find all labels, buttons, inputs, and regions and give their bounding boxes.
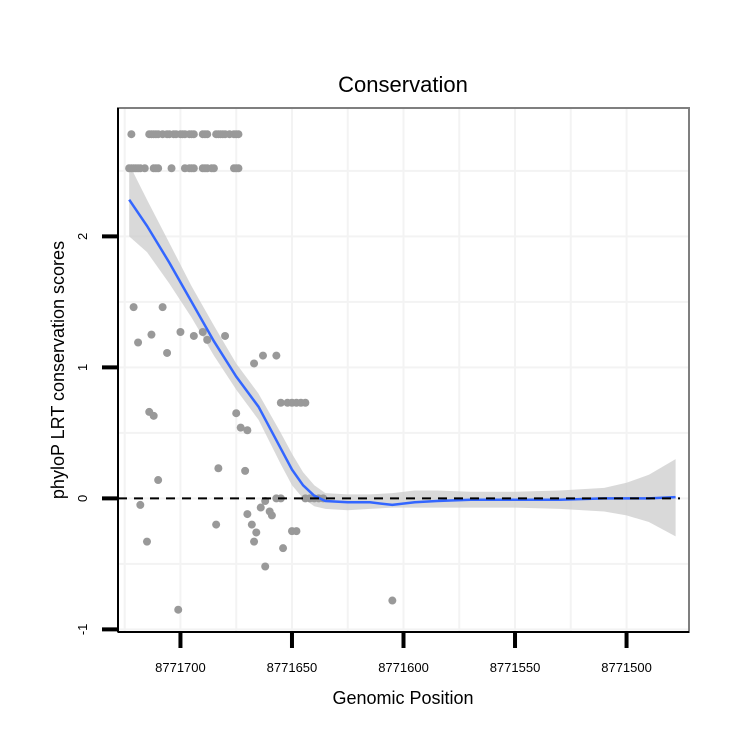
- data-point: [154, 164, 163, 173]
- x-tick-label: 8771500: [601, 660, 652, 675]
- data-point: [189, 164, 198, 173]
- data-point: [256, 503, 265, 512]
- data-point: [147, 330, 156, 339]
- data-point: [252, 528, 261, 537]
- data-point: [174, 605, 183, 614]
- data-point: [243, 510, 252, 519]
- data-points-layer: [125, 130, 397, 614]
- data-point: [279, 544, 288, 553]
- smooth-trend-line: [128, 198, 676, 507]
- y-tick-label: 0: [75, 495, 90, 502]
- x-tick-label: 8771550: [490, 660, 541, 675]
- data-point: [176, 328, 185, 337]
- data-point: [198, 328, 207, 337]
- x-axis-title: Genomic Position: [332, 688, 473, 708]
- data-point: [250, 359, 259, 368]
- data-point: [388, 596, 397, 605]
- data-point: [189, 130, 198, 139]
- data-point: [241, 466, 250, 475]
- data-point: [209, 164, 218, 173]
- data-point: [167, 164, 176, 173]
- data-point: [243, 426, 252, 435]
- data-point: [149, 411, 158, 420]
- data-point: [203, 335, 212, 344]
- data-point: [232, 409, 241, 418]
- data-point: [129, 303, 138, 312]
- x-tick-label: 8771600: [378, 660, 429, 675]
- data-point: [267, 511, 276, 520]
- x-axis: 8771700 8771650 8771600 8771550 8771500: [118, 631, 689, 675]
- data-point: [163, 348, 172, 357]
- data-point: [142, 537, 151, 546]
- x-tick-label: 8771650: [267, 660, 318, 675]
- data-point: [127, 130, 136, 139]
- data-point: [272, 351, 281, 360]
- data-point: [261, 562, 270, 571]
- chart-title: Conservation: [338, 72, 468, 97]
- smooth-line-layer: [128, 198, 676, 507]
- data-point: [221, 331, 230, 340]
- data-point: [234, 130, 243, 139]
- data-point: [214, 464, 223, 473]
- data-point: [154, 476, 163, 485]
- data-point: [247, 520, 256, 529]
- data-point: [234, 164, 243, 173]
- data-point: [140, 164, 149, 173]
- data-point: [134, 338, 143, 347]
- data-point: [236, 423, 245, 432]
- data-point: [301, 398, 310, 407]
- y-tick-label: -1: [75, 624, 90, 636]
- x-tick-label: 8771700: [155, 660, 206, 675]
- y-axis-title: phyloP LRT conservation scores: [48, 241, 68, 499]
- data-point: [292, 527, 301, 536]
- data-point: [203, 130, 212, 139]
- data-point: [189, 331, 198, 340]
- data-point: [276, 398, 285, 407]
- data-point: [258, 351, 267, 360]
- y-tick-label: 1: [75, 364, 90, 371]
- y-tick-label: 2: [75, 233, 90, 240]
- y-axis: -1 0 1 2: [75, 108, 119, 636]
- data-point: [250, 537, 259, 546]
- data-point: [136, 500, 145, 509]
- data-point: [212, 520, 221, 529]
- data-point: [158, 303, 167, 312]
